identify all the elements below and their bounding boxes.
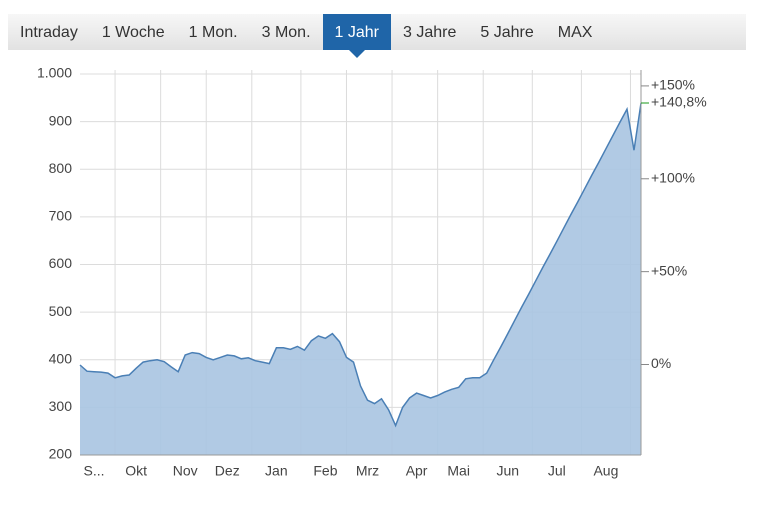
y2-tick-label: +150%	[651, 77, 695, 93]
x-tick-label: Jan	[265, 463, 288, 479]
x-tick-label: Jul	[548, 463, 566, 479]
x-tick-label: Apr	[406, 463, 428, 479]
range-tabs: Intraday 1 Woche 1 Mon. 3 Mon. 1 Jahr 3 Jahre…	[8, 14, 746, 58]
y-tick-label: 1.000	[37, 65, 72, 81]
range-tab[interactable]: Intraday	[20, 24, 78, 41]
x-tick-label: Mrz	[356, 463, 379, 479]
y2-tick-label: 0%	[651, 355, 671, 371]
range-tab[interactable]: 3 Jahre	[402, 24, 457, 41]
range-tab[interactable]: 3 Mon.	[261, 24, 311, 41]
area	[80, 103, 641, 455]
x-tick-label: S...	[84, 463, 105, 479]
y-tick-label: 700	[49, 208, 73, 224]
y-tick-label: 600	[49, 255, 73, 271]
range-tab[interactable]: MAX	[557, 24, 593, 41]
y-tick-label: 800	[49, 160, 73, 176]
x-tick-label: Jun	[496, 463, 519, 479]
range-tab[interactable]: 1 Jahr	[322, 14, 391, 58]
last-change-label: +140,8%	[651, 94, 707, 110]
x-tick-label: Nov	[173, 463, 198, 479]
y-tick-label: 500	[49, 303, 73, 319]
line	[79, 102, 642, 428]
y-tick-label: 300	[49, 398, 73, 414]
range-tab[interactable]: 5 Jahre	[480, 24, 534, 41]
x-tick-label: Feb	[313, 463, 337, 479]
y2-tick-label: +100%	[651, 169, 695, 185]
y-tick-label: 400	[49, 350, 73, 366]
y-tick-label: 200	[49, 446, 73, 462]
x-tick-label: Aug	[593, 463, 618, 479]
y-tick-label: 900	[49, 112, 73, 128]
range-tab[interactable]: 1 Mon.	[188, 24, 238, 41]
y2-tick-label: +50%	[651, 262, 687, 278]
x-tick-label: Okt	[125, 463, 147, 479]
x-tick-label: Dez	[215, 463, 240, 479]
x-tick-label: Mai	[447, 463, 470, 479]
range-tab[interactable]: 1 Woche	[101, 24, 165, 41]
